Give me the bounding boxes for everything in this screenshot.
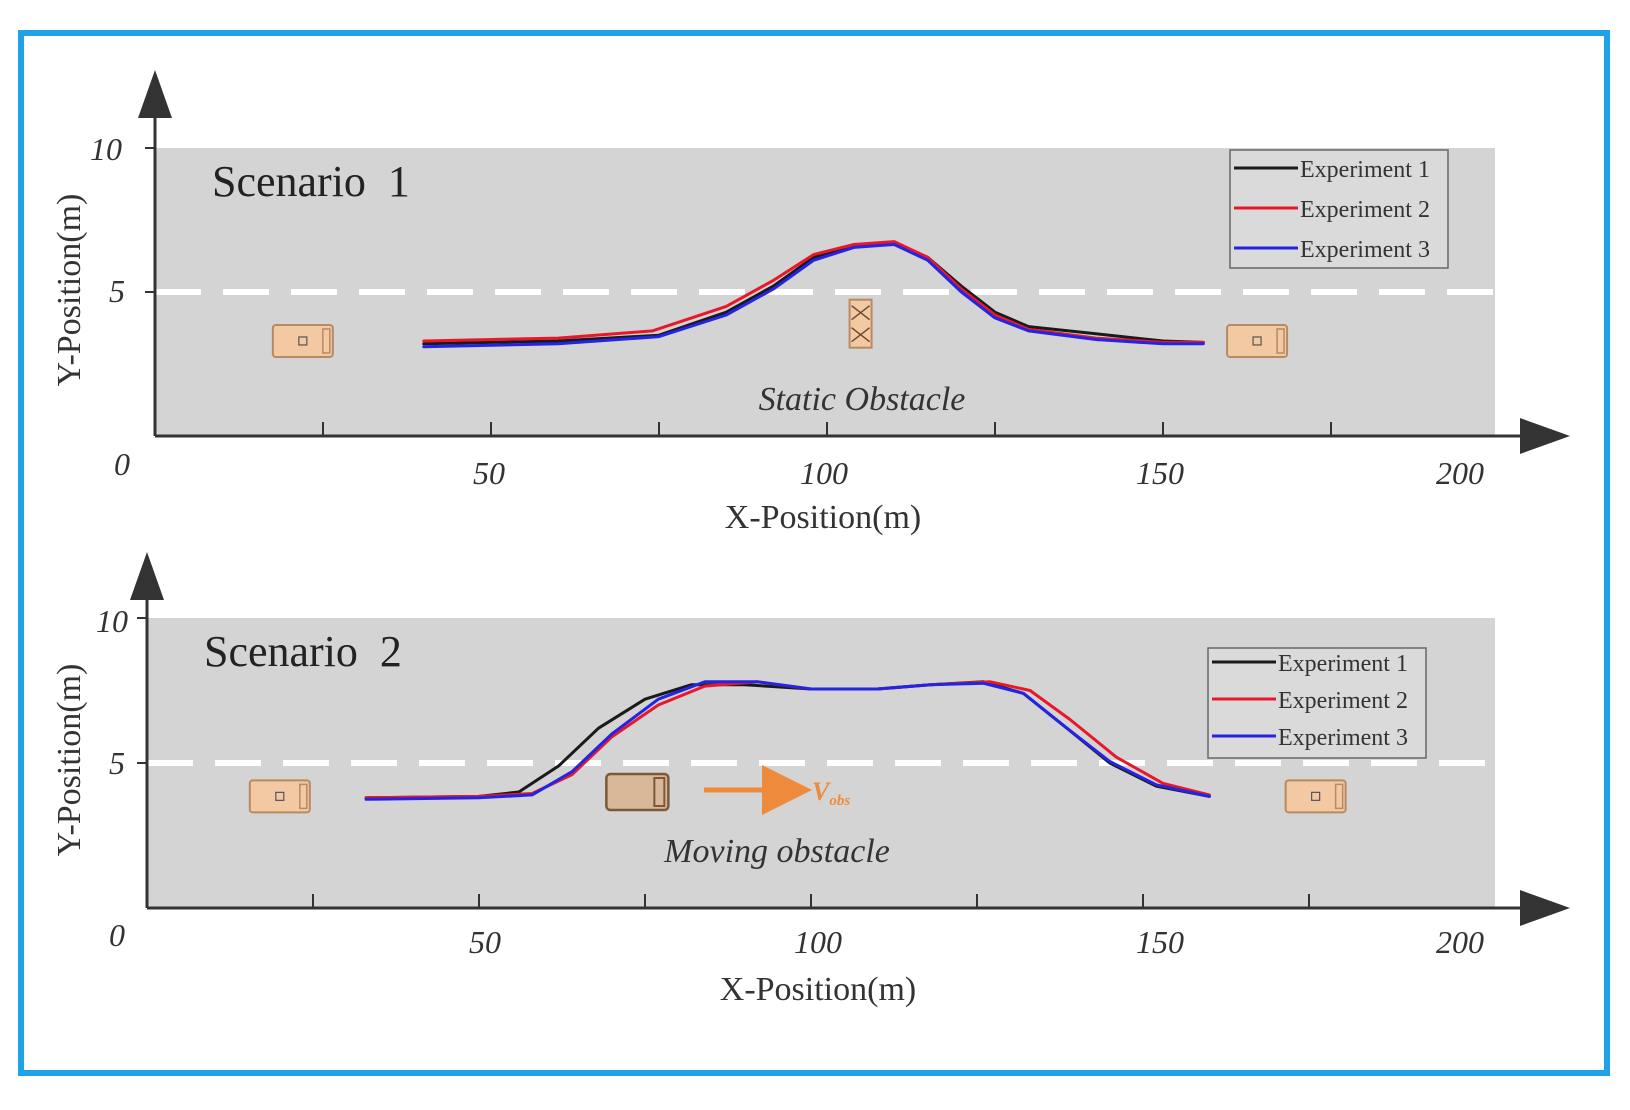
y-axis-arrow-icon: [130, 552, 164, 600]
legend: Experiment 1 Experiment 2 Experiment 3: [1207, 647, 1427, 759]
vehicle-cab: [1334, 783, 1344, 810]
obstacle-body: [605, 772, 670, 812]
scenario-title: Scenario 1: [212, 157, 410, 206]
legend-label-experiment-3: Experiment 3: [1278, 725, 1408, 751]
legend: Experiment 1 Experiment 2 Experiment 3: [1229, 149, 1449, 269]
ego-vehicle-2: [1226, 323, 1289, 358]
legend-box: [1207, 647, 1427, 759]
vehicle-marker: [1311, 791, 1321, 801]
vehicle-cab: [1276, 328, 1285, 354]
x-tick-label-100: 100: [800, 455, 848, 491]
vehicle-marker: [298, 336, 308, 346]
x-tick-label-0: 0: [109, 917, 125, 953]
scenario-2-panel: 10 5 0 50 100 150 200 X-Position(m) Y-Po…: [51, 552, 1570, 1008]
scenario-title: Scenario 2: [204, 627, 402, 676]
ego-vehicle-1: [271, 323, 334, 358]
legend-label-experiment-2: Experiment 2: [1278, 688, 1408, 714]
vehicle-cab: [299, 783, 308, 810]
series-line-experiment-3: [364, 680, 1211, 801]
series-line-experiment-3: [422, 243, 1205, 349]
vehicles: [248, 772, 1347, 814]
x-tick-label-50: 50: [473, 455, 505, 491]
legend-label-experiment-3: Experiment 3: [1300, 237, 1430, 263]
legend-label-experiment-1: Experiment 1: [1278, 651, 1408, 677]
y-tick-label-5: 5: [109, 745, 125, 781]
x-axis-arrow-icon: [1520, 418, 1570, 454]
moving-obstacle-icon: [605, 772, 670, 812]
static-obstacle-icon: [848, 298, 873, 349]
legend-label-experiment-1: Experiment 1: [1300, 157, 1430, 183]
x-axis-label: X-Position(m): [725, 499, 921, 536]
x-tick-label-0: 0: [114, 446, 130, 482]
vehicle-body: [271, 323, 334, 358]
x-axis-arrow-icon: [1520, 890, 1570, 926]
obstacle-annotation: Moving obstacle: [663, 833, 890, 870]
x-axis-label: X-Position(m): [720, 971, 916, 1008]
vehicle-body: [1226, 323, 1289, 358]
vehicles: [271, 298, 1289, 358]
obstacle-body: [848, 298, 873, 349]
y-tick-label-10: 10: [96, 603, 128, 639]
vehicle-body: [1284, 779, 1347, 814]
trajectory-series: [364, 680, 1211, 801]
scenario-1-panel: 10 5 0 50 100 150 200 X-Position(m) Y-Po…: [51, 70, 1570, 536]
x-tick-label-200: 200: [1436, 924, 1484, 960]
vehicle-marker: [275, 791, 285, 801]
y-axis-label: Y-Position(m): [51, 194, 88, 387]
y-axis-arrow-icon: [138, 70, 172, 118]
y-tick-label-5: 5: [109, 273, 125, 309]
y-axis-label: Y-Position(m): [51, 664, 88, 857]
obstacle-cross-mark: [851, 305, 871, 343]
obstacle-cab: [653, 777, 666, 807]
trajectory-series: [422, 240, 1205, 349]
velocity-label: Vobs: [812, 777, 850, 809]
obstacle-annotation: Static Obstacle: [759, 381, 966, 418]
vehicle-body: [248, 779, 311, 814]
ego-vehicle-1: [248, 779, 311, 814]
x-tick-label-50: 50: [469, 924, 501, 960]
x-tick-label-150: 150: [1136, 455, 1184, 491]
ego-vehicle-2: [1284, 779, 1347, 814]
y-tick-label-10: 10: [90, 131, 122, 167]
vehicle-cab: [322, 328, 331, 354]
x-tick-label-200: 200: [1436, 455, 1484, 491]
x-tick-label-150: 150: [1136, 924, 1184, 960]
axis-ticks: [137, 617, 1310, 908]
x-tick-label-100: 100: [794, 924, 842, 960]
velocity-indicator: Vobs: [704, 765, 850, 815]
axis-ticks: [145, 147, 1332, 436]
vehicle-marker: [1252, 336, 1262, 346]
legend-label-experiment-2: Experiment 2: [1300, 197, 1430, 223]
